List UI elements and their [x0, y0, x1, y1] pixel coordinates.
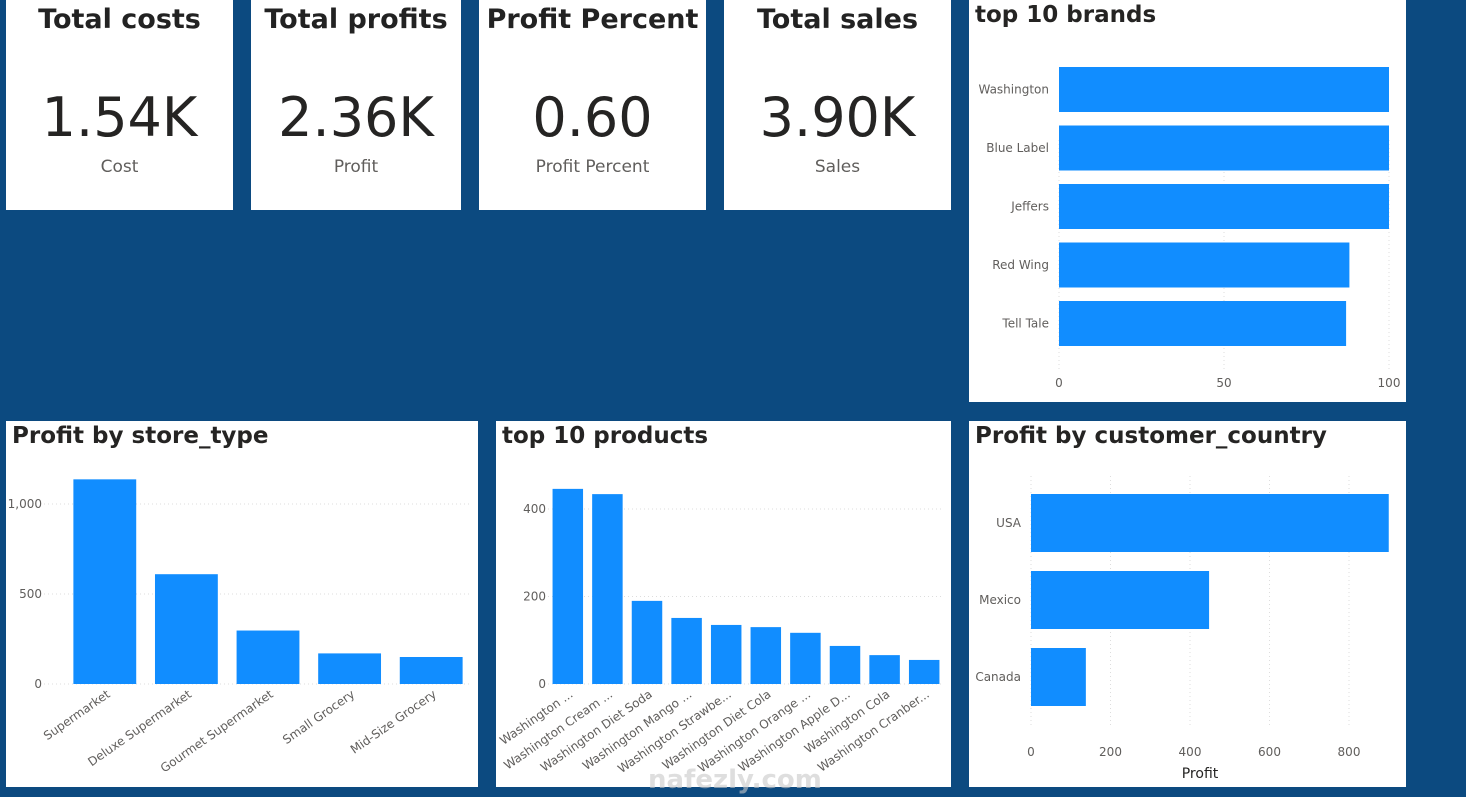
bar — [750, 627, 782, 684]
bar — [1031, 571, 1210, 629]
category-label: Jeffers — [1010, 200, 1049, 214]
kpi-card-total-costs: Total costs 1.54K Cost — [6, 0, 233, 210]
category-label: Canada — [975, 670, 1021, 684]
x-tick-label: 50 — [1216, 376, 1231, 390]
category-label: Supermarket — [41, 687, 113, 743]
bar — [399, 657, 463, 684]
x-tick-label: 600 — [1258, 745, 1281, 759]
bar — [631, 600, 663, 684]
kpi-card-profit-percent: Profit Percent 0.60 Profit Percent — [479, 0, 706, 210]
profit-by-country-chart[interactable]: 0 200 400 600 800 USA Mexico Canada Profit Profi… — [969, 421, 1406, 787]
kpi-value: 0.60 — [532, 86, 653, 149]
bar — [908, 659, 940, 684]
y-tick-label: 200 — [523, 590, 546, 604]
y-tick-label: 0 — [34, 677, 42, 691]
kpi-label: Profit — [333, 157, 379, 177]
bar — [552, 488, 584, 684]
top-brands-chart[interactable]: 0 50 100 Washington Blue Label Jeffers Red Win… — [969, 0, 1406, 402]
chart-title: Profit by customer_country — [975, 423, 1327, 449]
watermark: nafezly.com — [648, 765, 822, 795]
chart-title: Profit by store_type — [12, 423, 269, 449]
bar — [73, 479, 137, 684]
bar — [829, 645, 861, 684]
chart-title: top 10 brands — [975, 2, 1157, 28]
kpi-title: Total profits — [264, 4, 448, 35]
bar — [869, 655, 900, 684]
bar — [318, 653, 382, 684]
kpi-value: 1.54K — [41, 86, 198, 149]
profit-by-store-type-chart[interactable]: 0 500 1,000 Supermarket Deluxe Supermarket Go… — [6, 421, 478, 787]
x-axis-title: Profit — [1182, 766, 1219, 782]
bar — [790, 632, 821, 684]
kpi-title: Total costs — [38, 4, 201, 35]
x-tick-label: 0 — [1027, 745, 1035, 759]
bar — [236, 630, 300, 684]
bar — [1059, 67, 1389, 112]
category-label: Mexico — [979, 593, 1021, 607]
bar — [1059, 301, 1347, 346]
category-label: Blue Label — [986, 141, 1049, 155]
top-products-chart[interactable]: 0 200 400 Washington ... Washington Cream ..… — [496, 421, 951, 787]
y-tick-label: 400 — [523, 502, 546, 516]
kpi-label: Sales — [814, 157, 861, 177]
kpi-title: Profit Percent — [486, 4, 699, 35]
kpi-label: Profit Percent — [535, 157, 650, 177]
bar — [154, 574, 218, 684]
kpi-title: Total sales — [756, 4, 919, 35]
kpi-label: Cost — [100, 157, 139, 177]
category-label: Mid-Size Grocery — [348, 687, 439, 757]
category-label: USA — [996, 516, 1022, 530]
kpi-card-total-sales: Total sales 3.90K Sales — [724, 0, 951, 210]
bar — [1059, 125, 1389, 171]
chart-title: top 10 products — [502, 423, 709, 449]
category-label: Tell Tale — [1001, 317, 1049, 331]
x-tick-label: 100 — [1378, 376, 1401, 390]
kpi-value: 3.90K — [759, 86, 916, 149]
country-svg: 0 200 400 600 800 USA Mexico Canada Profit — [975, 476, 1389, 782]
category-label: Red Wing — [992, 258, 1049, 272]
bar — [1031, 648, 1086, 706]
kpi-card-total-profits: Total profits 2.36K Profit — [251, 0, 461, 210]
bar — [1059, 184, 1389, 229]
category-label: Washington — [978, 83, 1049, 97]
x-tick-label: 400 — [1179, 745, 1202, 759]
bar — [671, 617, 702, 684]
x-tick-label: 800 — [1338, 745, 1361, 759]
category-label: Small Grocery — [280, 687, 357, 747]
x-tick-label: 200 — [1099, 745, 1122, 759]
y-tick-label: 500 — [19, 587, 42, 601]
top-brands-svg: 0 50 100 Washington Blue Label Jeffers Red Win… — [978, 67, 1401, 390]
bar — [1059, 242, 1350, 288]
y-tick-label: 1,000 — [8, 497, 42, 511]
bar — [1031, 494, 1389, 552]
x-tick-label: 0 — [1055, 376, 1063, 390]
bar — [592, 494, 623, 684]
kpi-value: 2.36K — [278, 86, 434, 149]
y-tick-label: 0 — [538, 677, 546, 691]
bar — [710, 624, 742, 684]
